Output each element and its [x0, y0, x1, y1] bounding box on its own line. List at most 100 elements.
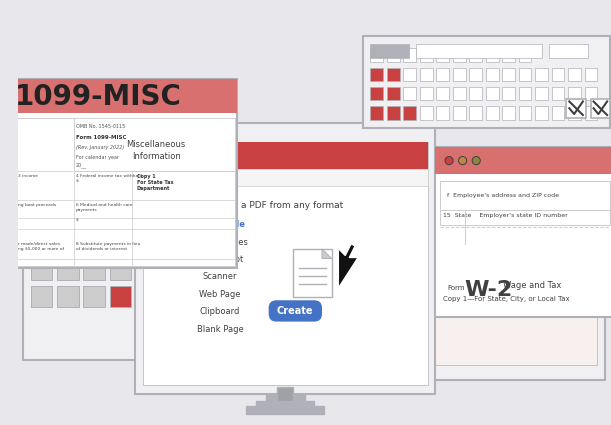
- Bar: [566, 99, 586, 118]
- Bar: [109, 177, 131, 198]
- Bar: [469, 48, 482, 62]
- Bar: [31, 286, 53, 307]
- Bar: [453, 87, 466, 100]
- Bar: [109, 204, 131, 226]
- Bar: [502, 48, 515, 62]
- Bar: [486, 87, 499, 100]
- Bar: [568, 87, 581, 100]
- Bar: [420, 68, 433, 81]
- Bar: [277, 387, 293, 404]
- Bar: [397, 225, 605, 380]
- Text: Create: Create: [277, 306, 313, 316]
- Bar: [57, 286, 79, 307]
- Text: Form: Form: [447, 285, 464, 291]
- Circle shape: [459, 157, 467, 164]
- Bar: [453, 68, 466, 81]
- Bar: [404, 239, 598, 365]
- Bar: [436, 106, 449, 120]
- Text: Wage and Tax: Wage and Tax: [503, 281, 562, 290]
- Circle shape: [459, 158, 466, 164]
- Text: Miscellaneous: Miscellaneous: [126, 140, 186, 149]
- Text: 15  State    Employer's state ID number: 15 State Employer's state ID number: [443, 213, 568, 218]
- Bar: [486, 68, 499, 81]
- Text: Home: Home: [154, 175, 177, 184]
- Bar: [585, 87, 598, 100]
- Circle shape: [446, 158, 452, 164]
- Text: Copy 1—For State, City, or Local Tax: Copy 1—For State, City, or Local Tax: [443, 296, 570, 302]
- Bar: [453, 106, 466, 120]
- Bar: [420, 87, 433, 100]
- Bar: [31, 204, 53, 226]
- Text: 8 Substitute payments in lieu
of dividends or interest: 8 Substitute payments in lieu of dividen…: [76, 242, 140, 251]
- Bar: [23, 137, 145, 360]
- Bar: [416, 44, 542, 58]
- Bar: [142, 169, 428, 186]
- Bar: [585, 106, 598, 120]
- Bar: [363, 36, 610, 127]
- Text: Web Page: Web Page: [199, 290, 241, 299]
- Polygon shape: [322, 249, 332, 258]
- Bar: [403, 48, 416, 62]
- Bar: [420, 106, 433, 120]
- Text: Copy 1
For State Tax
Department: Copy 1 For State Tax Department: [137, 174, 174, 191]
- Bar: [31, 177, 53, 198]
- Circle shape: [152, 152, 160, 160]
- Bar: [441, 181, 610, 225]
- Polygon shape: [338, 244, 358, 288]
- Text: 4 Federal income tax withheld
$: 4 Federal income tax withheld $: [76, 174, 142, 183]
- Text: W-2: W-2: [464, 280, 513, 300]
- Text: Form 1099-MISC: Form 1099-MISC: [76, 135, 126, 140]
- Bar: [74, 118, 235, 171]
- Bar: [31, 172, 137, 194]
- Text: Screenshot: Screenshot: [197, 255, 244, 264]
- Bar: [568, 106, 581, 120]
- Bar: [142, 142, 428, 169]
- Bar: [403, 68, 416, 81]
- Bar: [486, 106, 499, 120]
- Bar: [57, 204, 79, 226]
- Text: Blank Page: Blank Page: [197, 325, 244, 334]
- Text: 3 income: 3 income: [18, 174, 38, 178]
- Bar: [403, 87, 416, 100]
- Bar: [469, 68, 482, 81]
- Bar: [535, 106, 548, 120]
- Bar: [436, 68, 449, 81]
- Bar: [591, 99, 610, 118]
- Circle shape: [445, 157, 453, 164]
- Bar: [519, 87, 532, 100]
- Bar: [13, 79, 236, 113]
- Text: Clipboard: Clipboard: [200, 307, 240, 316]
- Text: Single File: Single File: [195, 220, 245, 229]
- Bar: [387, 87, 400, 100]
- Bar: [552, 106, 565, 120]
- Bar: [552, 68, 565, 81]
- Bar: [436, 147, 611, 174]
- Bar: [502, 87, 515, 100]
- Bar: [552, 87, 565, 100]
- Text: OMB No. 1545-0115: OMB No. 1545-0115: [76, 124, 125, 129]
- Text: Multiple Files: Multiple Files: [192, 238, 247, 246]
- Bar: [23, 137, 145, 167]
- Bar: [502, 68, 515, 81]
- Bar: [370, 106, 383, 120]
- Bar: [585, 68, 598, 81]
- Bar: [436, 48, 449, 62]
- Bar: [293, 249, 332, 298]
- Bar: [109, 231, 131, 253]
- Text: For calendar year: For calendar year: [76, 155, 119, 160]
- Text: 6 Medical and health care
payments

$: 6 Medical and health care payments $: [76, 203, 133, 221]
- Bar: [370, 68, 383, 81]
- Bar: [84, 258, 104, 280]
- Bar: [15, 118, 235, 266]
- Bar: [387, 68, 400, 81]
- Bar: [469, 87, 482, 100]
- Bar: [568, 68, 581, 81]
- Bar: [519, 48, 532, 62]
- Bar: [387, 106, 400, 120]
- FancyBboxPatch shape: [269, 300, 322, 322]
- Circle shape: [166, 152, 174, 160]
- Bar: [31, 231, 53, 253]
- Bar: [370, 44, 409, 58]
- Bar: [370, 48, 383, 62]
- Circle shape: [180, 152, 187, 160]
